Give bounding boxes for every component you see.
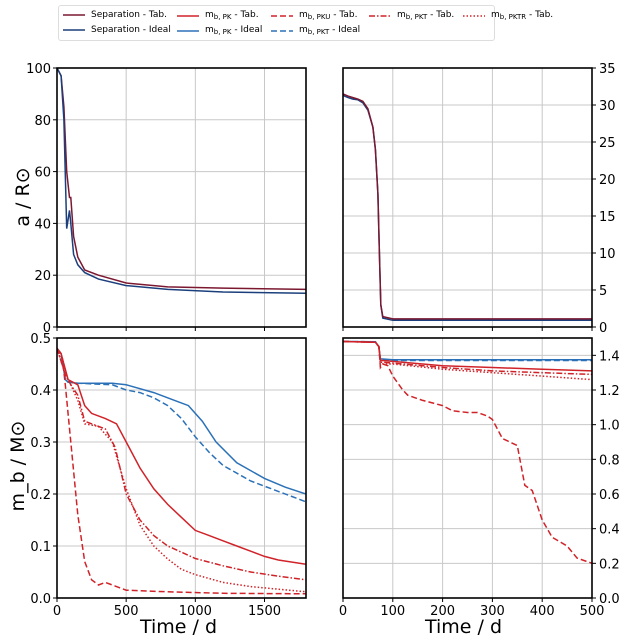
legend: Separation - Tab. Separation - Ideal mb, P… [58,5,553,41]
series-line [57,348,306,593]
y-tick-label: 0.2 [599,557,620,572]
x-tick-label: 100 [380,604,405,619]
y-tick-label: 20 [34,269,51,284]
legend-label: mb, PK - Ideal [205,25,263,36]
y-tick-label: 30 [599,99,616,114]
x-tick-label: 500 [580,604,605,619]
legend-line-icon [63,29,85,31]
legend-entry: mb, PKT - Tab. [369,10,454,21]
y-tick-label: 0.4 [30,384,51,399]
legend-line-icon [63,14,85,16]
y-tick-label: 40 [34,217,51,232]
x-tick-label: 0 [339,604,347,619]
x-tick-label: 300 [480,604,505,619]
y-tick-label: 5 [599,284,607,299]
legend-label: mb, PK - Tab. [205,10,259,21]
x-axis-title-right: Time / d [425,616,503,638]
series-line [57,348,306,581]
x-tick-label: 400 [530,604,555,619]
y-tick-label: 0.8 [599,453,620,468]
series-line [57,347,306,495]
y-tick-label: 15 [599,210,616,225]
y-tick-label: 25 [599,136,616,151]
panel-top-left: 0 20 40 60 80 100 [26,62,307,336]
y-tick-label: 1.4 [599,349,620,364]
x-tick-label: 200 [430,604,455,619]
series-line [57,68,306,295]
axes-frame [342,67,593,328]
y-tick-label: 0.2 [30,488,51,503]
legend-entry: mb, PKT - Ideal [271,25,360,36]
top-y-axis-title: a / R⊙ [12,167,34,227]
legend-line-icon [271,14,293,17]
legend-line-icon [271,29,293,32]
series-line [57,347,306,565]
panel-bottom-left: 0 500 1000 1500 0.0 0.1 0.2 0.3 0.4 0.5 [30,332,307,619]
legend-line-icon [177,14,199,17]
y-tick-label: 0.0 [30,592,51,607]
legend-entry: Separation - Ideal [63,25,171,35]
y-tick-label: 80 [34,114,51,129]
x-tick-label: 0 [53,604,61,619]
y-tick-label: 0.6 [599,488,620,503]
y-tick-label: 0 [43,321,51,336]
legend-label: mb, PKT - Tab. [397,10,455,21]
legend-entry: mb, PKU - Tab. [271,10,358,21]
legend-label: Separation - Tab. [91,10,167,20]
x-tick-label: 1000 [179,604,212,619]
legend-line-icon [177,29,199,32]
y-tick-label: 0.1 [30,540,51,555]
y-tick-label: 10 [599,247,616,262]
series-line [57,348,306,595]
y-tick-label: 0.3 [30,436,51,451]
bottom-y-axis-title: m_b / M⊙ [7,420,29,512]
y-tick-label: 0.5 [30,332,51,347]
y-tick-label: 0.0 [599,592,620,607]
legend-entry: Separation - Tab. [63,10,167,20]
x-tick-label: 500 [114,604,139,619]
legend-label: mb, PKU - Tab. [299,10,358,21]
legend-entry: mb, PK - Ideal [177,25,262,36]
y-tick-label: 20 [599,173,616,188]
legend-line-icon [463,14,485,17]
axes-frame [56,67,307,328]
y-tick-label: 1.0 [599,419,620,434]
y-tick-label: 100 [26,62,51,77]
series-line [343,340,592,381]
y-tick-label: 0 [599,321,607,336]
x-tick-label: 1500 [248,604,281,619]
panel-top-right: 0 5 10 15 20 25 30 35 [342,62,616,336]
axes-frame [56,337,307,599]
y-tick-label: 35 [599,62,616,77]
y-tick-label: 0.4 [599,523,620,538]
legend-label: mb, PKT - Ideal [299,25,361,36]
y-tick-label: 60 [34,166,51,181]
series-line [343,340,592,565]
legend-label: Separation - Ideal [91,25,171,35]
x-axis-title-left: Time / d [140,616,218,638]
legend-entry: mb, PKTR - Tab. [463,10,553,21]
series-line [343,93,592,320]
axes-frame [342,337,593,599]
y-tick-label: 1.2 [599,384,620,399]
legend-line-icon [369,14,391,17]
legend-entry: mb, PK - Tab. [177,10,259,21]
legend-label: mb, PKTR - Tab. [491,10,554,21]
